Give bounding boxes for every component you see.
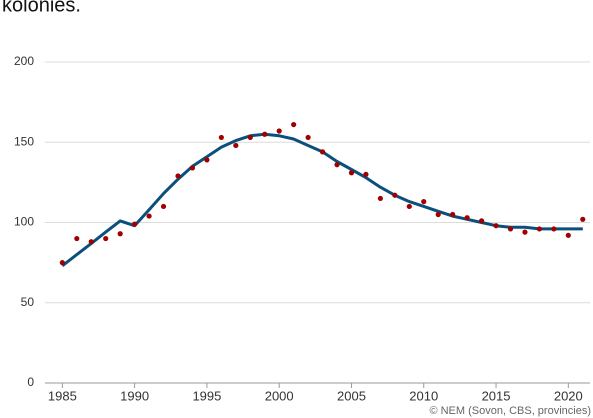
data-point <box>435 211 441 218</box>
data-point <box>507 226 514 232</box>
chart-title: kolonies. <box>2 0 81 16</box>
data-point <box>117 231 123 237</box>
data-point <box>392 192 398 198</box>
data-point <box>305 134 311 141</box>
data-point <box>247 134 253 141</box>
y-tick-label: 0 <box>27 375 34 389</box>
data-point <box>493 223 499 229</box>
data-point <box>132 221 138 227</box>
data-point <box>334 162 340 168</box>
data-point <box>319 149 326 155</box>
data-point <box>276 128 282 134</box>
data-point <box>160 203 167 210</box>
data-point <box>175 173 181 179</box>
data-point <box>348 170 355 176</box>
data-point <box>565 232 571 238</box>
data-point <box>450 211 456 218</box>
data-point <box>421 199 427 205</box>
data-point <box>478 218 485 224</box>
x-tick-label: 2000 <box>265 388 294 403</box>
data-point <box>580 216 586 222</box>
data-point <box>406 203 412 210</box>
y-tick-label: 100 <box>14 215 34 229</box>
x-tick-label: 2010 <box>409 388 438 403</box>
data-point <box>262 131 268 137</box>
credit: © NEM (Sovon, CBS, provincies) <box>429 405 591 417</box>
data-point <box>522 229 528 235</box>
data-point <box>233 142 239 149</box>
data-point <box>291 121 297 128</box>
data-point <box>551 226 557 232</box>
data-point <box>204 157 210 163</box>
x-tick-label: 1990 <box>120 388 149 403</box>
data-point <box>363 171 369 177</box>
y-tick-label: 50 <box>21 295 35 309</box>
y-tick-label: 200 <box>14 54 34 68</box>
data-point <box>377 195 383 202</box>
data-point <box>536 226 543 232</box>
data-point <box>189 165 196 171</box>
data-point <box>464 215 470 221</box>
data-point <box>103 235 109 242</box>
x-tick-label: 2005 <box>337 388 366 403</box>
data-point <box>146 213 152 219</box>
y-tick-label: 150 <box>14 134 34 148</box>
x-tick-label: 2015 <box>482 388 511 403</box>
data-point <box>88 239 94 245</box>
data-point <box>59 260 65 266</box>
data-point <box>218 134 224 141</box>
x-tick-label: 1995 <box>192 388 221 403</box>
x-tick-label: 1985 <box>48 388 77 403</box>
data-point <box>74 235 80 242</box>
x-tick-label: 2020 <box>554 388 583 403</box>
